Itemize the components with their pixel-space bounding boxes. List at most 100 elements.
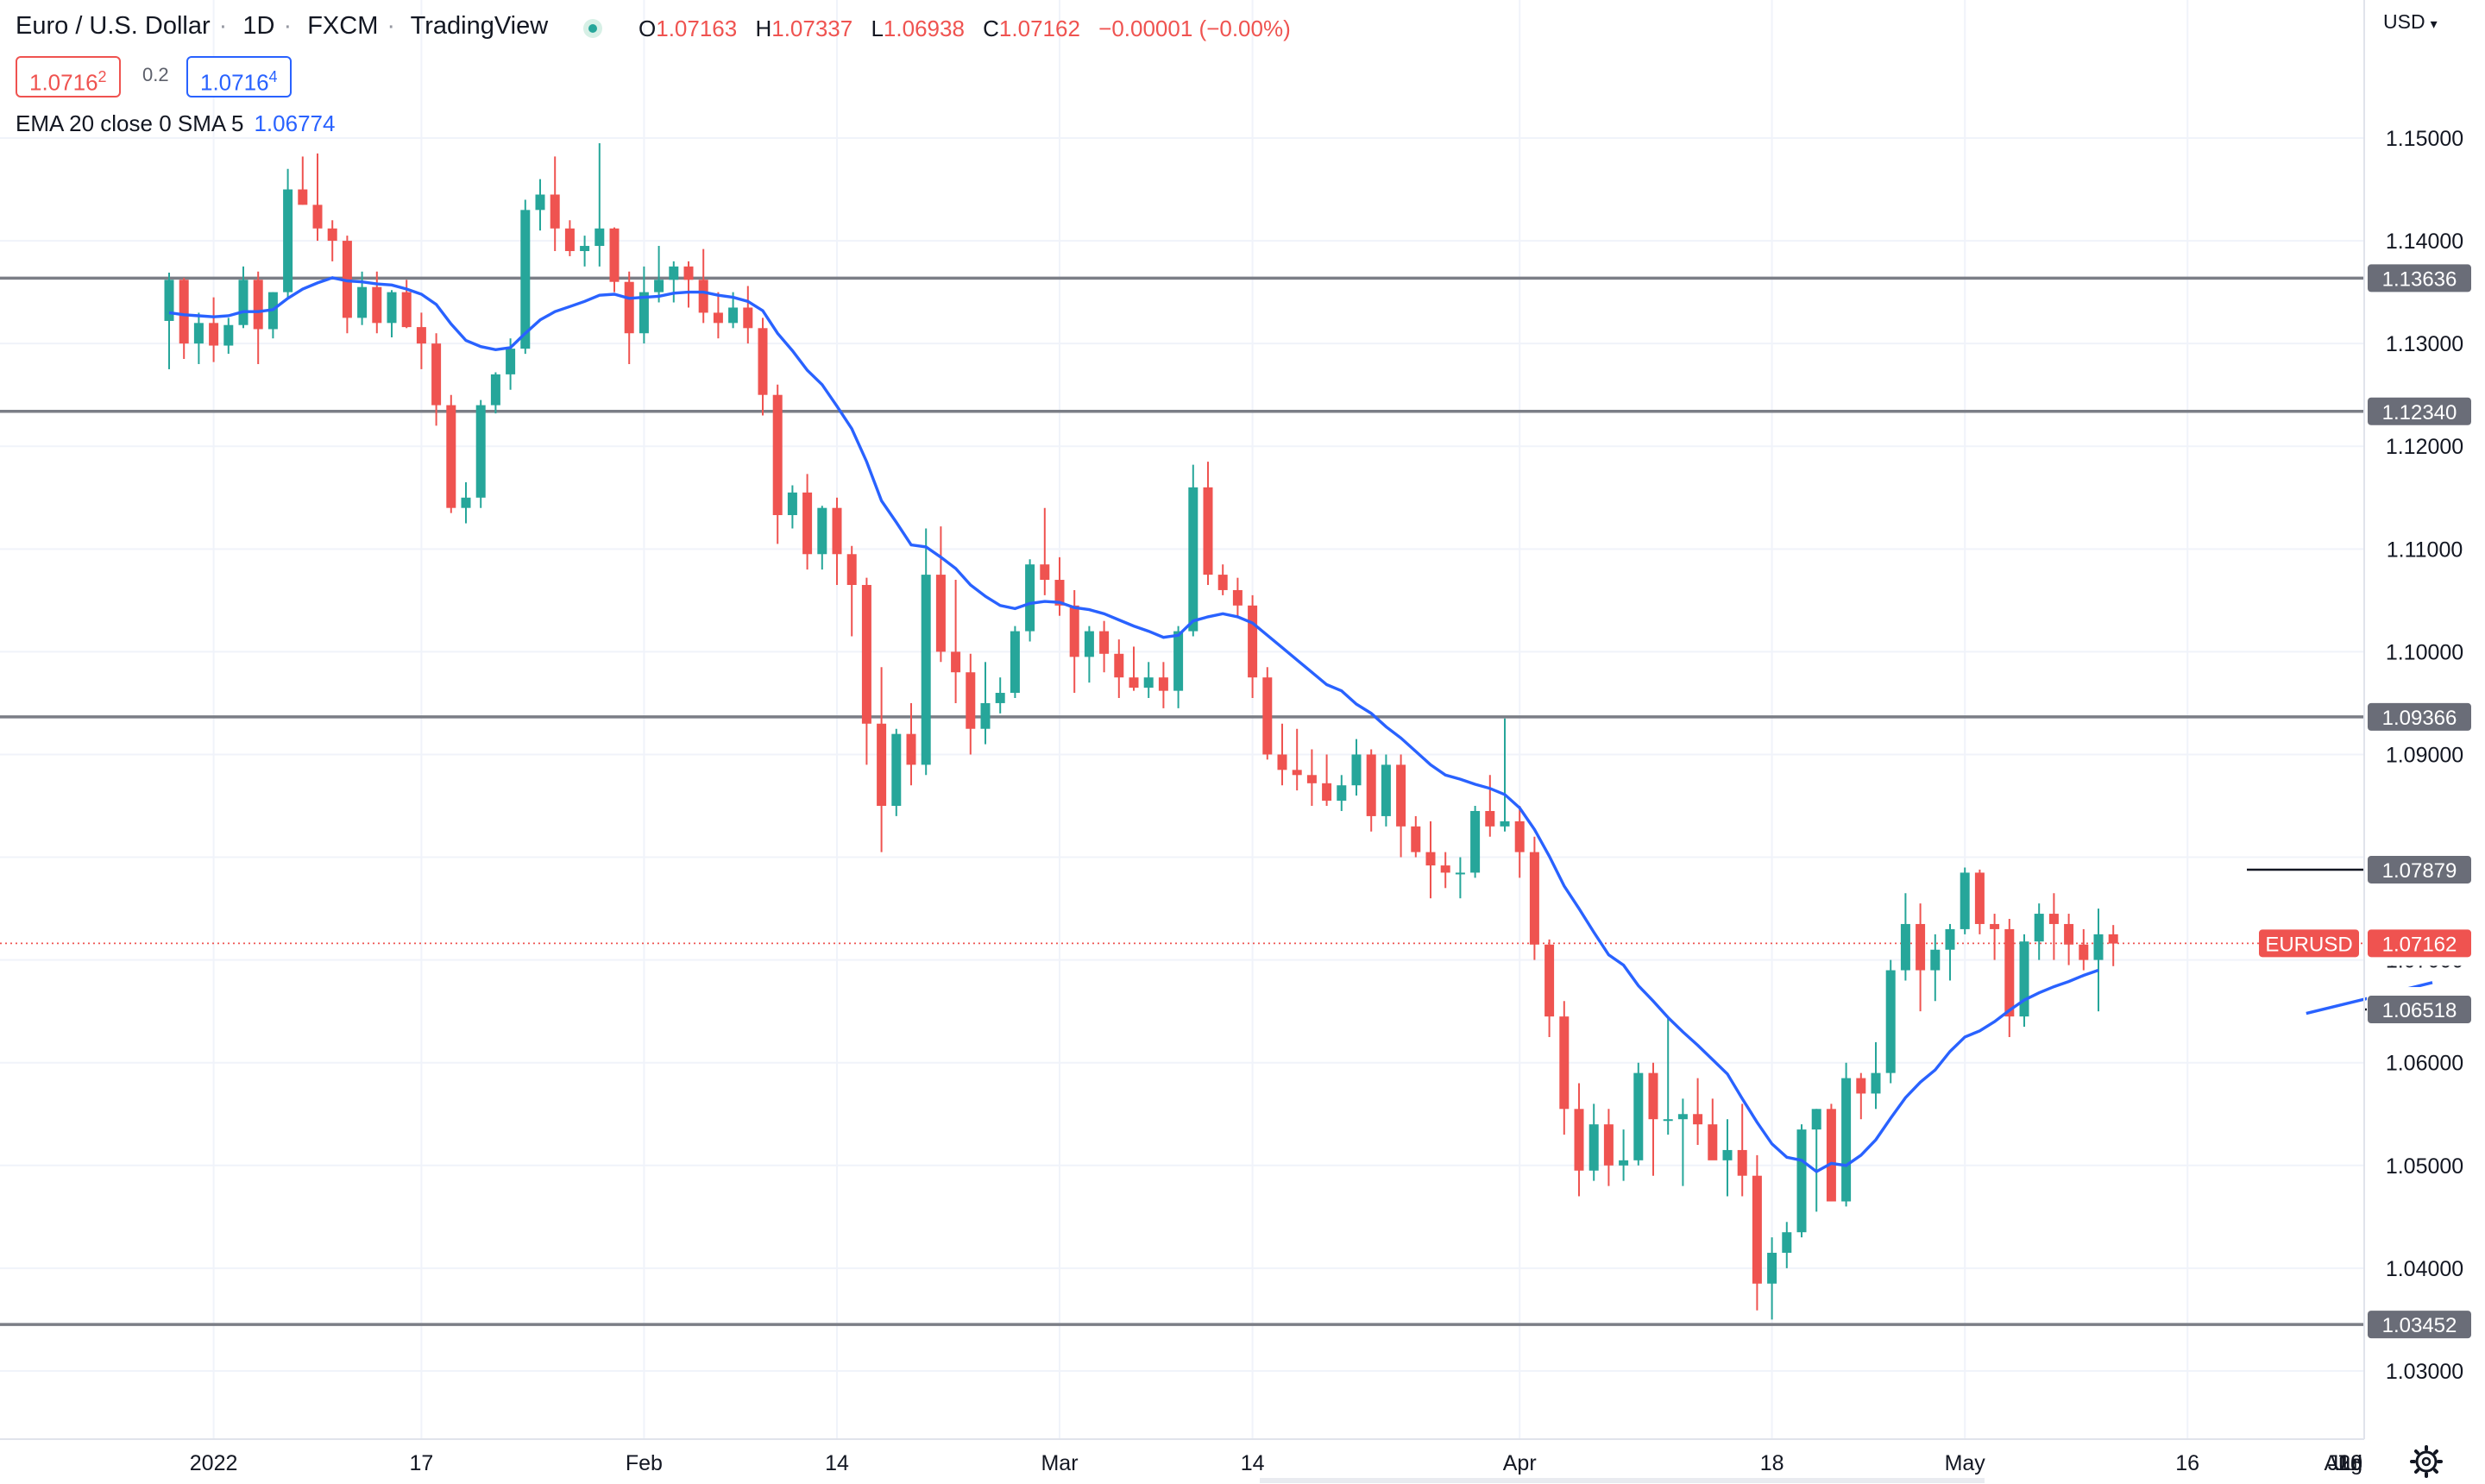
candle xyxy=(1054,556,1065,616)
candle-body xyxy=(1485,810,1495,827)
candle xyxy=(2093,909,2104,1012)
candle xyxy=(2079,928,2089,971)
candle xyxy=(1885,959,1896,1084)
candle xyxy=(1143,662,1154,698)
ema-line xyxy=(168,276,2099,1173)
candle xyxy=(1129,646,1139,691)
drawings[interactable]: ?? xyxy=(2247,719,2485,1095)
candle-body xyxy=(520,210,531,349)
svg-text:1.07879: 1.07879 xyxy=(2382,859,2457,883)
candle-body xyxy=(1188,487,1198,632)
price-axis[interactable]: 1.030001.040001.050001.060001.070001.080… xyxy=(2259,127,2485,1384)
candle-body xyxy=(1633,1072,1644,1160)
buy-price-button[interactable]: 1.07164 xyxy=(186,56,292,97)
candle-body xyxy=(1796,1129,1807,1233)
candle xyxy=(253,271,263,364)
time-tick-label: Apr xyxy=(1503,1451,1537,1475)
candle-body xyxy=(877,723,887,807)
candle-body xyxy=(1084,631,1094,657)
candle xyxy=(654,246,664,303)
candle-body xyxy=(1544,944,1555,1017)
candle-body xyxy=(2034,914,2044,942)
candle xyxy=(2048,893,2059,960)
level-price-tag[interactable]: 1.07879 xyxy=(2367,846,2485,892)
candle-body xyxy=(921,575,931,765)
candle xyxy=(1203,462,1213,585)
candle xyxy=(683,261,694,308)
level-price-tag[interactable]: 1.03452 xyxy=(2367,1302,2485,1348)
candle xyxy=(861,577,871,765)
price-tick-label: 1.05000 xyxy=(2386,1154,2463,1179)
candle xyxy=(2108,925,2118,966)
symbol-tag[interactable]: EURUSD xyxy=(2259,929,2359,958)
symbol-name[interactable]: Euro / U.S. Dollar xyxy=(16,12,211,40)
currency-selector[interactable]: USD ▾ xyxy=(2383,10,2438,33)
candle xyxy=(446,394,456,513)
candle xyxy=(1529,836,1539,960)
candle-body xyxy=(312,204,323,229)
candle xyxy=(2034,903,2044,960)
candle xyxy=(1306,749,1317,807)
candle-body xyxy=(179,280,189,344)
sell-price-button[interactable]: 1.07162 xyxy=(16,56,121,97)
candle-body xyxy=(995,693,1005,703)
svg-text:1.13636: 1.13636 xyxy=(2382,267,2457,291)
candle-body xyxy=(1648,1072,1658,1120)
indicator-legend[interactable]: EMA 20 close 0 SMA 5 1.06774 xyxy=(16,110,335,137)
candle xyxy=(1752,1154,1762,1311)
interval-label[interactable]: 1D xyxy=(242,12,275,40)
candle xyxy=(758,318,768,416)
candle-body xyxy=(342,241,352,318)
candle xyxy=(817,506,827,570)
svg-text:EURUSD: EURUSD xyxy=(2265,933,2352,956)
candle-body xyxy=(1500,821,1510,827)
candle-body xyxy=(713,312,723,324)
indicator-label[interactable]: EMA 20 close 0 SMA 5 xyxy=(16,110,244,136)
level-price-tag[interactable]: 1.12340 xyxy=(2367,388,2485,434)
candle-body xyxy=(846,554,857,585)
candle xyxy=(1990,914,2000,960)
time-tick-label: Jul xyxy=(2335,1451,2362,1475)
spread-value: 0.2 xyxy=(142,64,169,85)
candle xyxy=(624,271,634,364)
candle xyxy=(223,318,234,355)
candle-body xyxy=(1232,589,1242,606)
last-price-tag[interactable]: 1.07162 xyxy=(2367,921,2485,966)
candle-body xyxy=(1425,852,1436,866)
candle-body xyxy=(372,286,382,324)
candle-body xyxy=(2019,941,2029,1017)
candle-body xyxy=(728,307,739,324)
price-tick-label: 1.12000 xyxy=(2386,435,2463,459)
settings-gear-icon[interactable] xyxy=(2410,1445,2443,1478)
market-status-icon[interactable] xyxy=(583,19,602,38)
candle-body xyxy=(654,280,664,292)
candle xyxy=(1945,923,1955,981)
candle xyxy=(312,153,323,242)
platform-label: TradingView xyxy=(410,12,549,40)
level-price-tag[interactable]: 1.13636 xyxy=(2367,255,2485,301)
candle xyxy=(1708,1098,1718,1160)
candle xyxy=(1485,775,1495,837)
high-value: 1.07337 xyxy=(771,16,853,41)
candle xyxy=(209,297,219,362)
candle xyxy=(1574,1083,1584,1197)
candle-body xyxy=(1871,1072,1881,1094)
candle-body xyxy=(1129,677,1139,689)
candle xyxy=(980,662,991,745)
candle xyxy=(238,266,248,329)
candle-body xyxy=(1158,677,1168,691)
price-tick-label: 1.03000 xyxy=(2386,1360,2463,1384)
candle-body xyxy=(1559,1016,1570,1110)
candle-body xyxy=(1811,1109,1821,1130)
candle xyxy=(595,142,605,267)
candle-body xyxy=(253,280,263,330)
candle-body xyxy=(1677,1114,1688,1120)
symbol-header[interactable]: Euro / U.S. Dollar · 1D · FXCM · TradingVie… xyxy=(16,12,549,40)
candle xyxy=(1974,869,1985,934)
candle xyxy=(832,497,842,585)
level-price-tag[interactable]: 1.09366 xyxy=(2367,694,2485,739)
candle-body xyxy=(238,280,248,325)
level-price-tag[interactable]: 1.06518 xyxy=(2367,987,2485,1033)
